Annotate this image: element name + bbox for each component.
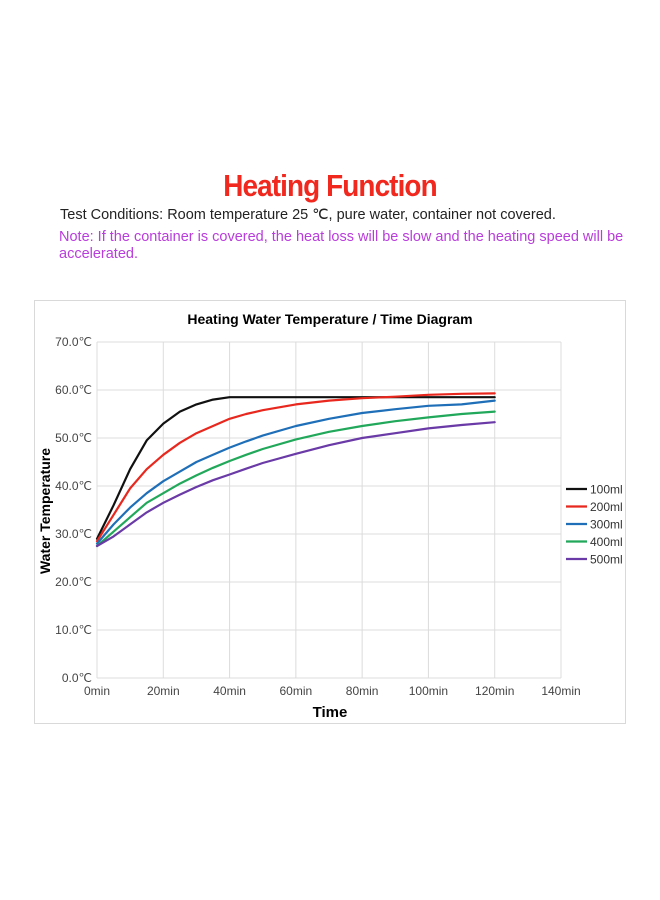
x-tick-label: 20min: [147, 684, 180, 698]
legend-label-300ml: 300ml: [590, 518, 623, 532]
x-tick-label: 0min: [84, 684, 110, 698]
y-tick-label: 70.0℃: [55, 335, 92, 349]
legend-label-400ml: 400ml: [590, 535, 623, 549]
page-title: Heating Function: [223, 168, 437, 203]
y-tick-label: 50.0℃: [55, 431, 92, 445]
x-tick-label: 60min: [280, 684, 313, 698]
series-layer: [95, 392, 496, 548]
y-tick-label: 40.0℃: [55, 479, 92, 493]
legend-label-500ml: 500ml: [590, 553, 623, 567]
legend-label-200ml: 200ml: [590, 500, 623, 514]
legend: 100ml 200ml 300ml 400ml 500ml: [566, 483, 623, 567]
series-line-500ml: [95, 421, 496, 548]
x-tick-label: 80min: [346, 684, 379, 698]
x-tick-label: 140min: [541, 684, 580, 698]
note-text: Note: If the container is covered, the h…: [59, 229, 624, 262]
y-tick-label: 60.0℃: [55, 383, 92, 397]
x-tick-label: 100min: [409, 684, 448, 698]
test-conditions-text: Test Conditions: Room temperature 25 ℃, …: [60, 207, 556, 223]
y-tick-label: 0.0℃: [62, 671, 92, 685]
y-axis-label: Water Temperature: [37, 448, 53, 574]
y-tick-label: 30.0℃: [55, 527, 92, 541]
x-axis-label: Time: [313, 704, 348, 721]
y-tick-label: 20.0℃: [55, 575, 92, 589]
x-tick-label: 40min: [213, 684, 246, 698]
series-line-200ml: [95, 392, 496, 543]
series-line-300ml: [95, 399, 496, 545]
x-tick-label: 120min: [475, 684, 514, 698]
chart-title: Heating Water Temperature / Time Diagram: [187, 311, 472, 327]
y-tick-label: 10.0℃: [55, 623, 92, 637]
chart-frame: [34, 300, 626, 724]
legend-label-100ml: 100ml: [590, 483, 623, 497]
tick-layer: 0.0℃ 10.0℃ 20.0℃ 30.0℃ 40.0℃ 50.0℃ 60.0℃ 70.0℃ 0…: [55, 335, 581, 698]
series-line-400ml: [95, 410, 496, 548]
